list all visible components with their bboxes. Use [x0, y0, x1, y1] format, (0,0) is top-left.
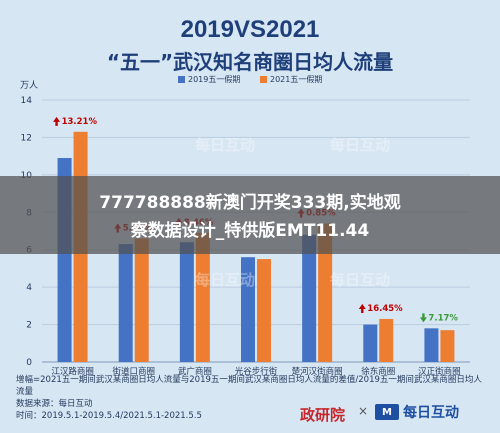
bar: [241, 257, 255, 362]
footnote-time: 时间：2019.5.1-2019.5.4/2021.5.1-2021.5.5: [16, 411, 202, 421]
x-tick-label: 楚河汉街商圈: [292, 366, 343, 377]
overlay-line-2: 察数据设计_特供版EMT11.44: [130, 221, 370, 241]
x-tick-label: 徐东商圈: [361, 366, 395, 377]
logo-separator: ×: [358, 404, 369, 418]
meiri-logo-text: 每日互动: [403, 405, 459, 421]
watermark-text: 每日互动: [330, 271, 390, 289]
overlay-banner: 777788888新澳门开奖333期,实地观 察数据设计_特供版EMT11.44: [0, 176, 500, 254]
bar: [179, 242, 194, 362]
page-subtitle: “五一”武汉知名商圈日均人流量: [106, 50, 394, 74]
meiri-logo-icon: M: [375, 404, 399, 420]
up-arrow-icon: [358, 303, 366, 313]
x-tick-label: 江汉路商圈: [51, 366, 94, 377]
bar: [134, 238, 149, 362]
bar: [302, 234, 317, 362]
bar: [318, 223, 333, 362]
down-arrow-icon: [419, 313, 427, 323]
y-tick-label: 10: [21, 171, 33, 181]
logo-meiri: M 每日互动: [375, 402, 459, 422]
watermark-text: 每日互动: [195, 271, 255, 289]
up-arrow-icon: [53, 116, 61, 126]
bar: [379, 318, 394, 362]
bar: [118, 244, 133, 362]
y-tick-label: 2: [26, 321, 32, 331]
legend-label: 2019五一假期: [188, 75, 240, 84]
x-tick-label: 街道口商圈: [112, 366, 155, 377]
watermark-text: 每日互动: [330, 136, 390, 154]
legend-label: 2021五一假期: [270, 75, 322, 84]
footnotes: 增幅=2021五一期间武汉某商圈日均人流量与2019五一期间武汉某商圈日均人流量…: [16, 374, 486, 422]
footnote-definition: 增幅=2021五一期间武汉某商圈日均人流量与2019五一期间武汉某商圈日均人流量…: [16, 375, 482, 397]
y-tick-label: 14: [21, 96, 33, 106]
bar: [195, 232, 210, 362]
legend-swatch: [260, 76, 267, 83]
watermark-text: 每日互动: [195, 136, 255, 154]
bar: [424, 328, 439, 362]
x-tick-label: 光谷步行街: [235, 366, 278, 377]
overlay-line-1: 777788888新澳门开奖333期,实地观: [99, 193, 401, 213]
y-tick-label: 0: [26, 358, 32, 368]
y-tick-label: 4: [26, 283, 32, 293]
page-title: 2019VS2021: [180, 16, 320, 43]
logo-zhengyanyuan: 政研院: [300, 406, 346, 424]
bar: [363, 324, 378, 362]
y-tick-label: 12: [21, 133, 32, 143]
annotation-label: 7.17%: [428, 313, 458, 323]
y-axis-unit-label: 万人: [20, 80, 38, 91]
annotation-label: 13.21%: [62, 117, 98, 127]
legend-swatch: [178, 76, 185, 83]
footnote-source: 数据来源：每日互动: [16, 399, 93, 409]
x-tick-label: 武广商圈: [178, 366, 212, 377]
bar: [257, 259, 271, 362]
bar: [440, 330, 455, 362]
x-tick-label: 汉正街商圈: [418, 366, 461, 377]
annotation-label: 16.45%: [367, 304, 403, 314]
